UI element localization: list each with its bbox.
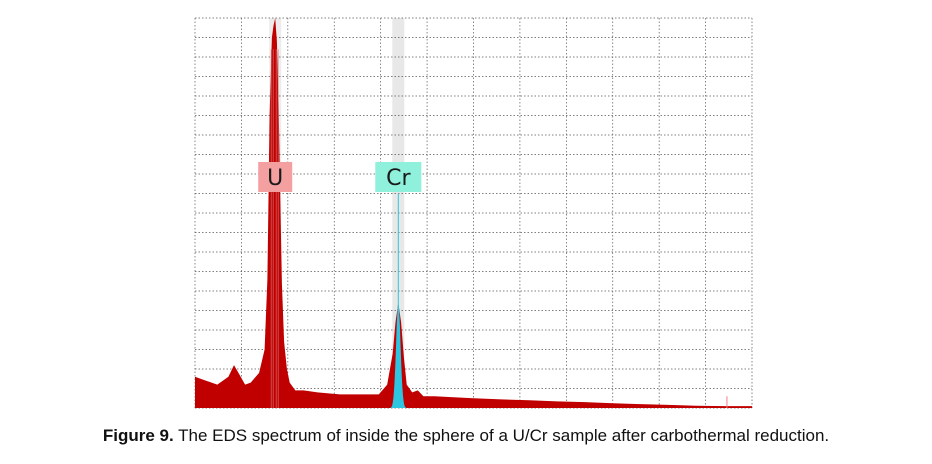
u-peak-label: U: [258, 162, 293, 192]
cr-peak-label-text: Cr: [386, 166, 411, 191]
u-peak-label-bg: [258, 162, 293, 192]
figure-caption: Figure 9. The EDS spectrum of inside the…: [0, 426, 932, 446]
spectrum-area: [195, 18, 752, 408]
u-peak-label-text: U: [267, 166, 283, 191]
figure-number: Figure 9.: [102, 426, 174, 445]
cr-peak-label: Cr: [375, 162, 422, 192]
eds-spectrum-chart: U Cr: [194, 17, 753, 409]
cr-peak-label-bg: [375, 162, 422, 192]
figure-caption-text: The EDS spectrum of inside the sphere of…: [173, 426, 830, 445]
peak-labels: U Cr: [258, 162, 422, 192]
